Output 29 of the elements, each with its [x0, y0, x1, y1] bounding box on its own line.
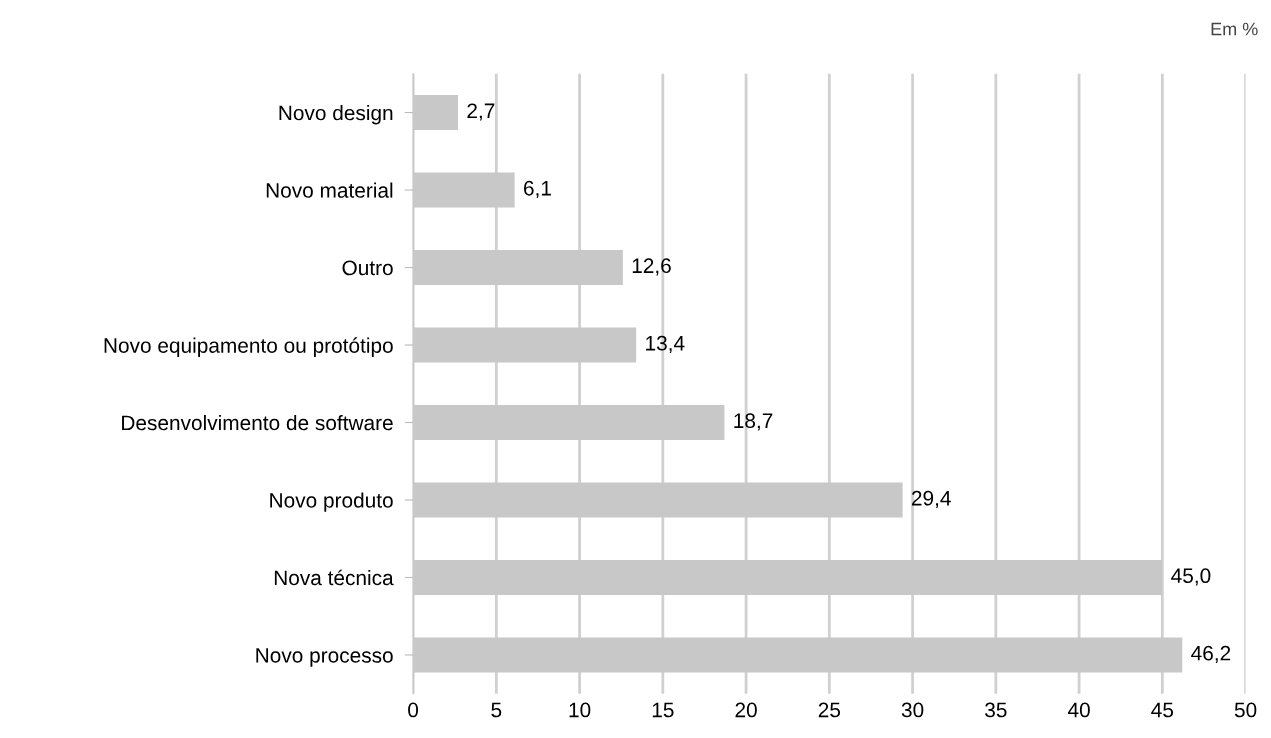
data-label: 18,7 [734, 413, 773, 431]
data-label: 13,4 [646, 335, 685, 354]
x-tick-label: 40 [1067, 702, 1090, 718]
x-tick-label: 35 [985, 702, 1007, 718]
x-tick-label: 10 [569, 702, 591, 718]
y-tick-label: Outro [342, 260, 393, 276]
data-label: 29,4 [911, 490, 951, 509]
data-label: 12,6 [632, 258, 671, 276]
y-tick-label: Novo material [266, 182, 393, 198]
x-tick-label: 5 [491, 702, 502, 718]
y-tick-label: Desenvolvimento de software [122, 414, 393, 431]
bar [413, 95, 459, 130]
x-tick-label: 30 [901, 702, 924, 718]
x-tick-label: 50 [1234, 702, 1257, 718]
y-tick-label: Novo processo [256, 648, 393, 667]
data-label: 2,7 [467, 103, 495, 121]
data-label: 45,0 [1171, 568, 1211, 586]
x-tick-label: 45 [1151, 702, 1174, 718]
y-tick-label: Novo produto [270, 492, 393, 512]
y-tick-label: Nova técnica [274, 569, 394, 586]
data-label: 6,1 [524, 180, 551, 199]
data-label: 46,2 [1191, 645, 1231, 664]
y-tick-label: Novo equipamento ou protótipo [104, 337, 393, 358]
x-tick-label: 0 [408, 702, 419, 718]
text: Em % [1211, 22, 1258, 36]
x-tick-label: 20 [735, 702, 757, 718]
x-tick-label: 25 [818, 702, 841, 718]
x-tick-label: 15 [652, 702, 674, 718]
y-tick-label: Novo design [279, 105, 393, 125]
